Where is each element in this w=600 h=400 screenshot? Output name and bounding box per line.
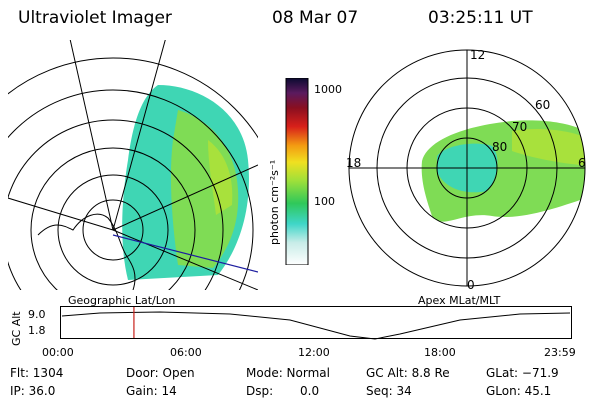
altitude-xtick-1: 06:00 — [170, 346, 202, 359]
altitude-ytick-1-8: 1.8 — [28, 324, 46, 337]
geographic-image-panel — [8, 40, 258, 290]
info-gain: Gain: 14 — [126, 384, 177, 398]
apex-panel-caption: Apex MLat/MLT — [418, 294, 501, 307]
instrument-title: Ultraviolet Imager — [18, 8, 172, 28]
info-mode: Mode: Normal — [246, 366, 330, 380]
colorbar-tick-1000: 1000 — [314, 83, 342, 96]
altitude-xtick-0: 00:00 — [42, 346, 74, 359]
mlt-label-0: 0 — [467, 278, 475, 292]
altitude-xtick-4: 23:59 — [544, 346, 576, 359]
info-gc-alt: GC Alt: 8.8 Re — [366, 366, 450, 380]
colorbar-unit-label: photon cm⁻²s⁻¹ — [268, 159, 281, 245]
mlat-label-80: 80 — [492, 140, 508, 154]
mlat-label-70: 70 — [512, 120, 528, 134]
auroral-emission-peak — [208, 140, 233, 215]
info-glon: GLon: 45.1 — [486, 384, 552, 398]
altitude-curve — [61, 311, 571, 340]
mlt-label-6: 6 — [578, 156, 586, 170]
altitude-plot — [60, 306, 572, 340]
info-ip: IP: 36.0 — [10, 384, 56, 398]
info-flight: Flt: 1304 — [10, 366, 64, 380]
mlt-label-12: 12 — [470, 48, 486, 62]
altitude-ylabel: GC Alt — [10, 311, 23, 346]
satellite-track — [112, 234, 258, 273]
altitude-xtick-3: 18:00 — [424, 346, 456, 359]
longitude-lines — [8, 40, 258, 290]
mlat-label-60: 60 — [535, 98, 551, 112]
apex-polar-panel — [348, 49, 586, 287]
header-date: 08 Mar 07 — [272, 8, 359, 28]
latitude-circles — [8, 57, 258, 290]
geo-panel-caption: Geographic Lat/Lon — [68, 294, 176, 307]
info-dsp-label: Dsp: — [246, 384, 274, 398]
altitude-ytick-9: 9.0 — [28, 308, 46, 321]
info-glat: GLat: −71.9 — [486, 366, 559, 380]
colorbar — [285, 78, 309, 265]
mlt-label-18: 18 — [346, 156, 362, 170]
coastline — [37, 213, 136, 290]
apex-emission-oval — [512, 129, 585, 166]
colorbar-tick-100: 100 — [314, 195, 335, 208]
header-time: 03:25:11 UT — [428, 8, 533, 28]
mlt-lines — [349, 50, 585, 286]
info-seq: Seq: 34 — [366, 384, 412, 398]
info-dsp-value: 0.0 — [300, 384, 320, 398]
altitude-xtick-2: 12:00 — [298, 346, 330, 359]
info-door: Door: Open — [126, 366, 195, 380]
